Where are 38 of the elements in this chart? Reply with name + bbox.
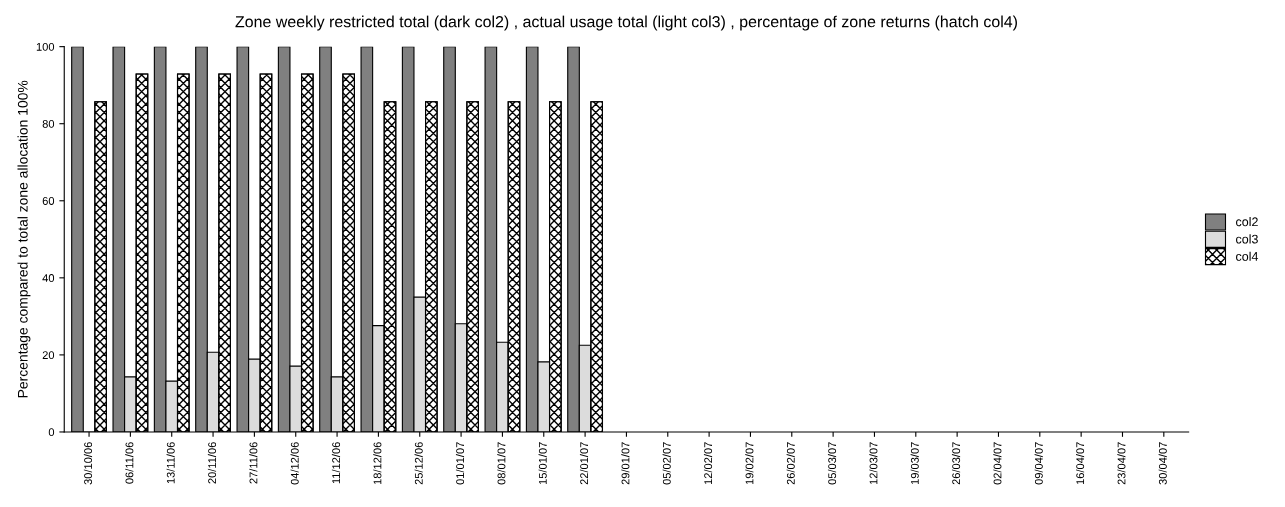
x-tick-label: 30/04/07 bbox=[1158, 442, 1167, 485]
x-tick-label: 23/04/07 bbox=[1117, 442, 1126, 485]
legend-label: col4 bbox=[1236, 251, 1259, 261]
chart-title: Zone weekly restricted total (dark col2) , actual usage total (light col3) , percentage of zone returns (hatch col4) bbox=[235, 15, 1017, 31]
legend-label: col3 bbox=[1236, 234, 1258, 244]
x-tick-label: 25/12/06 bbox=[414, 442, 423, 485]
x-tick-label: 16/04/07 bbox=[1075, 442, 1085, 485]
x-tick-label: 09/04/07 bbox=[1034, 442, 1043, 485]
y-tick-label: 40 bbox=[42, 274, 55, 282]
x-tick-label: 19/02/07 bbox=[745, 442, 754, 485]
x-tick-label: 05/02/07 bbox=[662, 442, 671, 485]
y-tick-label: 80 bbox=[42, 119, 55, 128]
x-tick-label: 11/12/06 bbox=[331, 442, 341, 484]
x-tick-label: 22/01/07 bbox=[579, 442, 589, 485]
y-tick-label: 0 bbox=[48, 428, 55, 437]
y-axis-title: Percentage compared to total zone allocation 100% bbox=[17, 80, 31, 398]
x-tick-label: 29/01/07 bbox=[621, 442, 630, 485]
x-tick-label: 18/12/06 bbox=[373, 442, 382, 485]
x-tick-label: 08/01/07 bbox=[497, 442, 506, 485]
y-tick-label: 100 bbox=[36, 42, 55, 51]
x-tick-label: 12/03/07 bbox=[869, 442, 878, 485]
x-tick-label: 01/01/07 bbox=[455, 442, 465, 485]
x-tick-label: 05/03/07 bbox=[827, 442, 837, 485]
y-tick-label: 20 bbox=[42, 351, 55, 360]
x-tick-label: 13/11/06 bbox=[166, 442, 175, 484]
legend-label: col2 bbox=[1236, 217, 1258, 227]
x-tick-label: 27/11/06 bbox=[249, 442, 258, 484]
x-tick-label: 20/11/06 bbox=[207, 442, 217, 484]
x-tick-label: 26/02/07 bbox=[786, 442, 795, 485]
x-tick-label: 12/02/07 bbox=[703, 442, 713, 485]
x-tick-label: 19/03/07 bbox=[910, 442, 919, 485]
x-tick-label: 04/12/06 bbox=[290, 442, 299, 485]
y-tick-label: 60 bbox=[42, 197, 55, 205]
x-tick-label: 06/11/06 bbox=[125, 442, 134, 484]
x-tick-label: 26/03/07 bbox=[951, 442, 961, 485]
x-tick-label: 02/04/07 bbox=[993, 442, 1002, 485]
x-tick-label: 30/10/06 bbox=[83, 442, 93, 485]
x-tick-label: 15/01/07 bbox=[538, 442, 547, 485]
